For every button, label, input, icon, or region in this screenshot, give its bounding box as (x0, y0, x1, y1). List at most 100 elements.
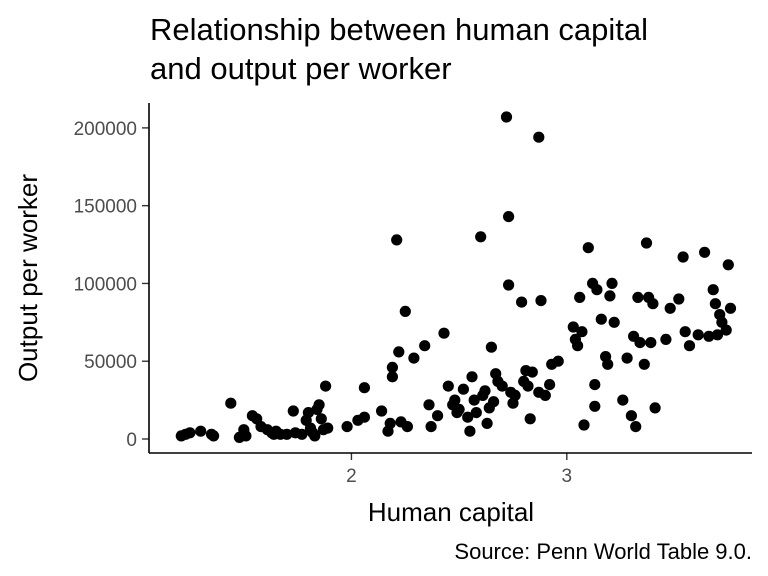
data-point (724, 302, 737, 314)
data-point (522, 380, 534, 392)
data-point (552, 355, 564, 367)
data-point (647, 298, 659, 310)
chart-title-line-1: Relationship between human capital (150, 12, 648, 47)
source-caption: Source: Penn World Table 9.0. (454, 539, 752, 564)
data-point (466, 371, 478, 383)
data-point (281, 428, 293, 440)
data-point (645, 337, 657, 349)
data-point (475, 231, 487, 243)
data-points (175, 111, 737, 443)
data-point (578, 419, 590, 431)
data-point (225, 397, 237, 409)
data-point (516, 296, 528, 308)
data-point (479, 385, 491, 397)
data-point (692, 329, 704, 341)
data-point (488, 396, 500, 408)
data-point (464, 425, 476, 437)
data-point (184, 427, 196, 439)
data-point (509, 389, 521, 401)
data-point (617, 394, 629, 406)
data-point (722, 259, 734, 271)
data-point (711, 329, 724, 341)
data-point (391, 234, 403, 246)
data-point (608, 316, 620, 328)
data-point (419, 340, 431, 352)
data-point (595, 313, 607, 325)
data-point (630, 421, 642, 433)
data-point (664, 302, 676, 314)
data-point (432, 410, 444, 422)
data-point (341, 421, 353, 433)
data-point (481, 417, 493, 429)
data-point (408, 352, 420, 364)
data-point (320, 380, 332, 392)
data-point (699, 246, 711, 258)
data-point (442, 380, 454, 392)
data-point (376, 405, 388, 417)
data-point (535, 295, 547, 307)
data-point (296, 428, 308, 440)
data-point (539, 389, 551, 401)
data-point (632, 291, 644, 303)
y-tick-label: 150000 (74, 197, 137, 218)
data-point (313, 399, 325, 411)
data-point (677, 251, 689, 263)
data-point (703, 330, 715, 342)
data-point (625, 410, 638, 422)
data-point (322, 422, 334, 434)
data-point (358, 382, 370, 394)
data-point (524, 413, 536, 425)
data-point (673, 293, 685, 305)
chart-title-line-2: and output per worker (150, 51, 452, 86)
data-point (582, 242, 594, 254)
data-point (496, 380, 508, 392)
data-point (449, 394, 461, 406)
data-point (660, 333, 672, 345)
data-point (457, 383, 469, 395)
data-point (453, 403, 465, 415)
y-tick-label: 0 (126, 430, 137, 451)
data-point (384, 417, 396, 429)
data-point (503, 211, 515, 223)
data-point (649, 402, 661, 414)
data-point (438, 327, 450, 339)
data-point (567, 321, 579, 333)
data-point (195, 425, 207, 437)
data-point (470, 407, 482, 419)
data-point (720, 324, 732, 336)
x-tick-label: 3 (562, 466, 573, 487)
data-point (544, 379, 556, 391)
data-point (500, 111, 513, 123)
data-point (683, 340, 696, 352)
data-point (602, 358, 614, 370)
data-point (485, 341, 497, 353)
y-tick-label: 50000 (84, 352, 137, 373)
data-point (591, 284, 603, 296)
data-point (423, 399, 435, 411)
data-point (468, 394, 480, 406)
data-point (576, 326, 588, 338)
data-point (572, 340, 584, 352)
x-axis-title: Human capital (368, 497, 534, 527)
y-tick-label: 100000 (74, 274, 137, 295)
data-point (533, 131, 545, 143)
data-point (589, 400, 601, 412)
data-point (386, 371, 398, 383)
y-axis-ticks: 0 50000 100000 150000 200000 (74, 119, 149, 451)
data-point (503, 279, 515, 291)
data-point (386, 361, 398, 373)
y-axis-title: Output per worker (13, 174, 43, 382)
data-point (399, 305, 411, 317)
data-point (425, 421, 437, 433)
data-point (302, 407, 314, 419)
data-point (709, 298, 722, 310)
data-point (574, 291, 586, 303)
data-point (640, 237, 653, 249)
data-point (634, 337, 646, 349)
data-point (309, 430, 321, 442)
data-point (589, 379, 601, 391)
data-point (393, 346, 405, 358)
data-point (208, 430, 220, 442)
